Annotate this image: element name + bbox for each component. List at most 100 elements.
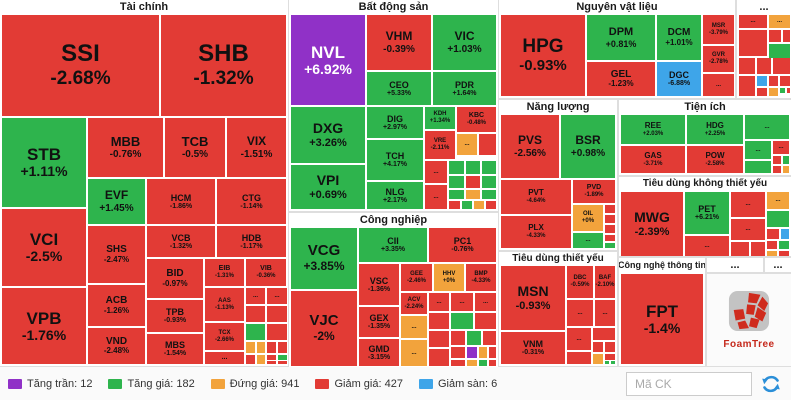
- mini-stock-tile[interactable]: [467, 360, 477, 366]
- mini-stock-tile[interactable]: [739, 76, 755, 96]
- stock-tile-VCI[interactable]: VCI -2.5%: [2, 209, 86, 286]
- mini-stock-tile[interactable]: [767, 229, 779, 239]
- stock-tile-VCB[interactable]: VCB -1.32%: [147, 226, 215, 257]
- mini-stock-tile[interactable]: [246, 324, 265, 340]
- mini-stock-tile[interactable]: [475, 313, 496, 329]
- mini-stock-tile[interactable]: [474, 201, 484, 209]
- mini-stock-tile[interactable]: [467, 347, 477, 358]
- section-header-8[interactable]: Tiêu dùng thiết yếu: [499, 252, 617, 265]
- mini-stock-tile[interactable]: ...: [767, 192, 789, 209]
- mini-stock-tile[interactable]: [449, 201, 460, 209]
- mini-stock-tile[interactable]: [757, 88, 767, 96]
- stock-tile-CEO[interactable]: CEO +5.33%: [367, 72, 431, 105]
- stock-tile-GAS[interactable]: GAS -3.71%: [621, 146, 685, 173]
- mini-stock-tile[interactable]: [767, 251, 777, 256]
- stock-tile-HCM[interactable]: HCM -1.86%: [147, 179, 215, 224]
- stock-tile-GEX[interactable]: GEX -1.35%: [359, 307, 399, 337]
- mini-stock-tile[interactable]: [429, 313, 449, 329]
- mini-stock-tile[interactable]: [567, 352, 591, 364]
- stock-tile-NLG[interactable]: NLG +2.17%: [367, 182, 423, 209]
- mini-stock-tile[interactable]: ...: [773, 141, 789, 154]
- section-header-4[interactable]: Năng lượng: [499, 100, 617, 113]
- mini-stock-tile[interactable]: [731, 242, 749, 256]
- mini-stock-tile[interactable]: [449, 190, 464, 199]
- mini-stock-tile[interactable]: ...: [457, 134, 477, 155]
- stock-tile-CII[interactable]: CII +3.35%: [359, 228, 427, 262]
- mini-stock-tile[interactable]: [779, 251, 789, 256]
- section-header-10[interactable]: ...: [707, 258, 763, 271]
- mini-stock-tile[interactable]: [773, 156, 781, 164]
- mini-stock-tile[interactable]: [451, 347, 465, 358]
- mini-stock-tile[interactable]: [482, 161, 496, 174]
- section-header-7[interactable]: Tiêu dùng không thiết yếu: [619, 177, 791, 190]
- mini-stock-tile[interactable]: [467, 331, 481, 345]
- stock-tile-NVL[interactable]: NVL +6.92%: [291, 15, 365, 105]
- stock-tile-VHM[interactable]: VHM -0.39%: [367, 15, 431, 70]
- mini-stock-tile[interactable]: ...: [685, 236, 729, 256]
- mini-stock-tile[interactable]: ...: [429, 293, 449, 311]
- stock-tile-TCB[interactable]: TCB -0.5%: [165, 118, 225, 177]
- stock-tile-HDB[interactable]: HDB -1.17%: [217, 226, 286, 257]
- section-header-11[interactable]: ...: [765, 258, 791, 271]
- stock-tile-BSR[interactable]: BSR +0.98%: [561, 115, 615, 178]
- mini-stock-tile[interactable]: [739, 58, 755, 74]
- mini-stock-tile[interactable]: [489, 347, 496, 358]
- mini-stock-tile[interactable]: ...: [703, 74, 734, 96]
- stock-tile-TPB[interactable]: TPB -0.93%: [147, 300, 203, 332]
- stock-tile-VND[interactable]: VND -2.48%: [88, 328, 145, 364]
- stock-tile-PVT[interactable]: PVT -4.64%: [501, 180, 571, 214]
- stock-tile-REE[interactable]: REE +2.03%: [621, 115, 685, 144]
- stock-tile-DPM[interactable]: DPM +0.81%: [587, 15, 655, 60]
- stock-tile-VPI[interactable]: VPI +0.69%: [291, 165, 365, 209]
- mini-stock-tile[interactable]: ...: [425, 185, 447, 209]
- stock-tile-POW[interactable]: POW -2.58%: [687, 146, 743, 173]
- mini-stock-tile[interactable]: [278, 355, 287, 360]
- mini-stock-tile[interactable]: [483, 331, 496, 345]
- stock-tile-OIL[interactable]: OIL +0%: [573, 205, 603, 231]
- mini-stock-tile[interactable]: [745, 161, 771, 173]
- mini-stock-tile[interactable]: ...: [567, 328, 591, 350]
- mini-stock-tile[interactable]: ...: [573, 233, 603, 248]
- mini-stock-tile[interactable]: [605, 235, 615, 241]
- mini-stock-tile[interactable]: [787, 88, 790, 93]
- section-header-0[interactable]: Tài chính: [0, 0, 288, 13]
- mini-stock-tile[interactable]: [466, 176, 480, 188]
- stock-tile-GEL[interactable]: GEL -1.23%: [587, 62, 655, 96]
- mini-stock-tile[interactable]: [278, 342, 287, 353]
- stock-tile-SSI[interactable]: SSI -2.68%: [2, 15, 159, 116]
- stock-tile-VJC[interactable]: VJC -2%: [291, 291, 357, 366]
- mini-stock-tile[interactable]: [267, 355, 276, 360]
- mini-stock-tile[interactable]: [605, 354, 615, 360]
- mini-stock-tile[interactable]: ...: [425, 161, 447, 183]
- mini-stock-tile[interactable]: [605, 225, 615, 233]
- mini-stock-tile[interactable]: [479, 347, 487, 358]
- mini-stock-tile[interactable]: [783, 30, 790, 42]
- mini-stock-tile[interactable]: ...: [731, 219, 765, 240]
- stock-tile-KDH[interactable]: KDH +1.34%: [425, 107, 455, 129]
- stock-tile-MBB[interactable]: MBB -0.76%: [88, 118, 163, 177]
- mini-stock-tile[interactable]: [257, 342, 265, 353]
- mini-stock-tile[interactable]: ...: [739, 15, 767, 28]
- stock-tile-EVF[interactable]: EVF +1.45%: [88, 179, 145, 224]
- mini-stock-tile[interactable]: [780, 76, 790, 86]
- mini-stock-tile[interactable]: [246, 342, 255, 353]
- section-header-1[interactable]: Bất động sản: [289, 0, 498, 13]
- mini-stock-tile[interactable]: [773, 58, 790, 74]
- stock-tile-PLX[interactable]: PLX -4.33%: [501, 216, 571, 248]
- stock-tile-CTG[interactable]: CTG -1.14%: [217, 179, 286, 224]
- mini-stock-tile[interactable]: [451, 331, 465, 345]
- mini-stock-tile[interactable]: ...: [595, 300, 615, 326]
- mini-stock-tile[interactable]: [751, 242, 765, 256]
- mini-stock-tile[interactable]: [482, 176, 496, 188]
- stock-tile-STB[interactable]: STB +1.11%: [2, 118, 86, 207]
- mini-stock-tile[interactable]: [767, 211, 789, 227]
- mini-stock-tile[interactable]: [449, 176, 464, 188]
- mini-stock-tile[interactable]: [769, 30, 781, 42]
- stock-tile-PVD[interactable]: PVD -1.89%: [573, 180, 615, 203]
- stock-tile-GMD[interactable]: GMD -3.15%: [359, 339, 399, 366]
- refresh-icon[interactable]: [761, 374, 781, 394]
- mini-stock-tile[interactable]: [593, 342, 603, 352]
- stock-tile-MWG[interactable]: MWG -2.39%: [621, 192, 683, 256]
- mini-stock-tile[interactable]: [451, 313, 473, 329]
- mini-stock-tile[interactable]: [257, 355, 265, 364]
